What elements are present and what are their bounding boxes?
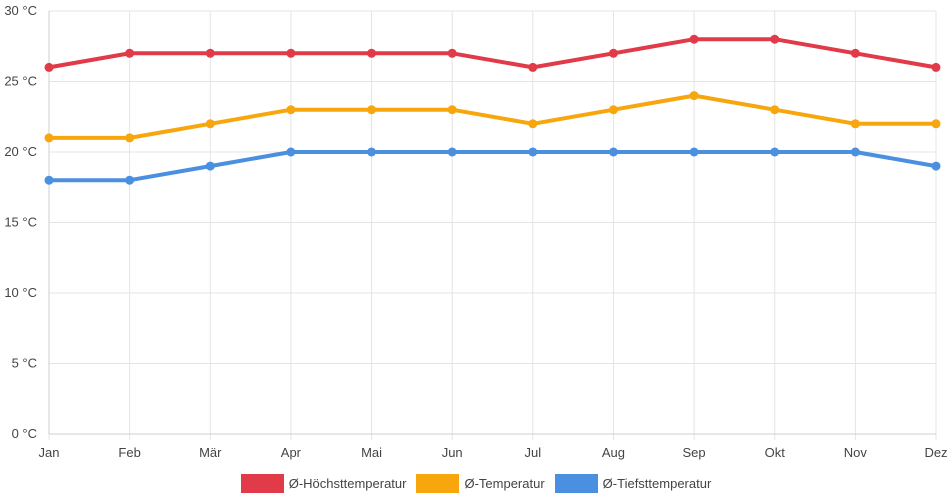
data-point (125, 133, 135, 143)
x-tick-label: Okt (765, 445, 786, 460)
data-point (850, 147, 860, 157)
data-point (528, 62, 538, 72)
data-point (44, 62, 54, 72)
legend-label-max-temp: Ø-Höchsttemperatur (288, 475, 407, 491)
data-point (447, 105, 457, 115)
data-point (44, 133, 54, 143)
y-tick-label: 20 °C (4, 144, 37, 159)
x-tick-label: Dez (924, 445, 947, 460)
data-point (286, 147, 296, 157)
y-tick-label: 15 °C (4, 215, 37, 230)
data-point (447, 147, 457, 157)
x-tick-label: Aug (602, 445, 625, 460)
data-point (850, 119, 860, 129)
x-tick-label: Jan (39, 445, 60, 460)
data-point (608, 105, 618, 115)
data-point (850, 48, 860, 58)
legend-item-min-temp[interactable]: Ø-Tiefsttemperatur (554, 473, 712, 493)
data-point (608, 147, 618, 157)
data-point (286, 48, 296, 58)
series-line (47, 93, 938, 140)
x-tick-label: Jun (442, 445, 463, 460)
series-group (44, 34, 941, 72)
data-point (689, 34, 699, 44)
legend-swatch-min-temp (554, 473, 598, 493)
x-tick-label: Jul (525, 445, 542, 460)
y-tick-label: 0 °C (12, 426, 37, 441)
grid (48, 10, 937, 440)
data-point (528, 119, 538, 129)
data-point (447, 48, 457, 58)
series-line (47, 37, 938, 70)
x-tick-label: Nov (844, 445, 868, 460)
data-point (44, 175, 54, 185)
series-lines (44, 34, 941, 185)
y-tick-label: 5 °C (12, 356, 37, 371)
series-group (44, 147, 941, 185)
legend-swatch-max-temp (240, 473, 284, 493)
data-point (205, 48, 215, 58)
series-line (47, 150, 938, 183)
data-point (689, 91, 699, 101)
data-point (286, 105, 296, 115)
y-tick-label: 10 °C (4, 285, 37, 300)
data-point (125, 48, 135, 58)
data-point (770, 147, 780, 157)
x-tick-label: Mär (199, 445, 222, 460)
data-point (608, 48, 618, 58)
data-point (770, 34, 780, 44)
y-tick-label: 30 °C (4, 3, 37, 18)
data-point (528, 147, 538, 157)
x-tick-label: Apr (281, 445, 302, 460)
data-point (689, 147, 699, 157)
data-point (931, 119, 941, 129)
legend-item-max-temp[interactable]: Ø-Höchsttemperatur (240, 473, 407, 493)
legend-swatch-avg-temp (416, 473, 460, 493)
data-point (205, 119, 215, 129)
chart-plot: 0 °C 5 °C 10 °C 15 °C 20 °C 25 °C 30 °C Jan Feb M… (4, 3, 947, 460)
data-point (205, 161, 215, 171)
x-tick-label: Mai (361, 445, 382, 460)
x-tick-label: Sep (683, 445, 706, 460)
data-point (367, 105, 377, 115)
legend: Ø-Höchsttemperatur Ø-Temperatur Ø-Tiefst… (0, 472, 952, 494)
legend-item-avg-temp[interactable]: Ø-Temperatur (416, 473, 545, 493)
axes: 0 °C 5 °C 10 °C 15 °C 20 °C 25 °C 30 °C Jan Feb M… (4, 3, 947, 460)
series-group (44, 91, 941, 143)
legend-label-min-temp: Ø-Tiefsttemperatur (602, 475, 712, 491)
x-tick-label: Feb (118, 445, 140, 460)
data-point (931, 161, 941, 171)
data-point (931, 62, 941, 72)
y-tick-label: 25 °C (4, 74, 37, 89)
data-point (367, 48, 377, 58)
data-point (125, 175, 135, 185)
data-point (367, 147, 377, 157)
legend-label-avg-temp: Ø-Temperatur (464, 475, 545, 491)
data-point (770, 105, 780, 115)
